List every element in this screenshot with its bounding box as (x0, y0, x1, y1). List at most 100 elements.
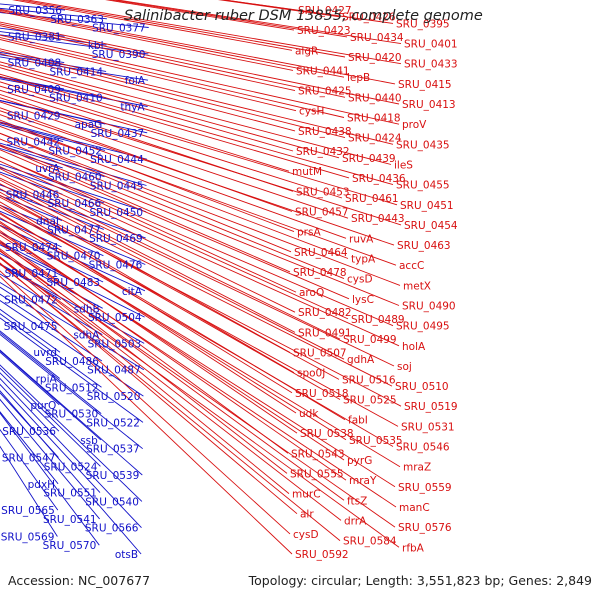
gene-label[interactable]: lepB (347, 72, 370, 84)
gene-label[interactable]: SRU_0438 (298, 126, 352, 138)
gene-label[interactable]: SRU_0531 (401, 421, 455, 433)
gene-label[interactable]: soj (397, 361, 412, 373)
gene-label[interactable]: SRU_0460 (48, 172, 102, 184)
gene-label[interactable]: SRU_0541 (43, 514, 97, 526)
gene-label[interactable]: SRU_0592 (295, 549, 349, 561)
gene-label[interactable]: SRU_0433 (404, 59, 458, 71)
gene-label[interactable]: uvrd (33, 347, 57, 359)
gene-label[interactable]: SRU_0415 (398, 79, 452, 91)
gene-label[interactable]: SRU_0425 (298, 86, 352, 98)
gene-label[interactable]: SRU_0539 (86, 470, 140, 482)
gene-label[interactable]: SRU_0470 (47, 251, 101, 263)
gene-label[interactable]: otsB (115, 549, 138, 561)
gene-label[interactable]: SRU_0436 (352, 173, 406, 185)
gene-label[interactable]: SRU_0471 (5, 268, 59, 280)
gene-label[interactable]: SRU_0363 (50, 14, 104, 26)
gene-label[interactable]: SRU_0490 (402, 301, 456, 313)
gene-label[interactable]: mraZ (403, 462, 431, 474)
gene-label[interactable]: SRU_0538 (300, 428, 354, 440)
gene-label[interactable]: dnaJ (36, 216, 59, 228)
gene-label[interactable]: SRU_0576 (398, 522, 452, 534)
gene-label[interactable]: SRU_0414 (49, 66, 103, 78)
gene-label[interactable]: ssb (80, 435, 98, 447)
gene-label[interactable]: SRU_0569 (1, 532, 55, 544)
gene-label[interactable]: proV (402, 119, 427, 131)
gene-label[interactable]: mraY (349, 475, 377, 487)
gene-label[interactable]: SRU_0442 (6, 137, 60, 149)
gene-label[interactable]: SRU_0483 (46, 277, 100, 289)
gene-label[interactable]: SRU_0441 (296, 65, 350, 77)
gene-label[interactable]: purQ (30, 400, 56, 412)
gene-label[interactable]: ftsZ (347, 495, 367, 507)
gene-label[interactable]: cysH (299, 106, 324, 118)
gene-label[interactable]: SRU_0432 (296, 146, 350, 158)
gene-label[interactable]: mutM (292, 166, 322, 178)
gene-label[interactable]: SRU_0487 (87, 365, 141, 377)
gene-label[interactable]: SRU_0491 (298, 327, 352, 339)
gene-label[interactable]: rfbA (402, 542, 425, 554)
gene-label[interactable]: SRU_0437 (91, 128, 145, 140)
gene-label[interactable]: murC (292, 489, 321, 501)
gene-label[interactable]: SRU_0475 (4, 321, 58, 333)
gene-label[interactable]: SRU_0566 (85, 523, 139, 535)
gene-label[interactable]: SRU_0520 (87, 391, 141, 403)
gene-label[interactable]: cysD (347, 274, 373, 286)
gene-label[interactable]: thyA (120, 102, 145, 114)
gene-label[interactable]: fabI (348, 415, 368, 427)
gene-label[interactable]: SRU_0424 (348, 133, 402, 145)
gene-label[interactable]: citA (122, 286, 143, 298)
gene-label[interactable]: SRU_0565 (1, 505, 55, 517)
gene-label[interactable]: SRU_0536 (2, 426, 56, 438)
gene-label[interactable]: SRU_0472 (4, 295, 58, 307)
gene-label[interactable]: SRU_0570 (43, 540, 97, 552)
gene-label[interactable]: SRU_0524 (44, 461, 98, 473)
gene-label[interactable]: SRU_0476 (89, 260, 143, 272)
gene-label[interactable]: SRU_0423 (297, 25, 351, 37)
gene-label[interactable]: SRU_0522 (86, 417, 140, 429)
gene-label[interactable]: SRU_0356 (8, 5, 62, 17)
gene-label[interactable]: SRU_0401 (404, 39, 458, 51)
gene-label[interactable]: SRU_0410 (49, 93, 103, 105)
gene-label[interactable]: SRU_0519 (404, 401, 458, 413)
gene-label[interactable]: SRU_0444 (90, 154, 144, 166)
gene-label[interactable]: algR (295, 45, 318, 57)
gene-label[interactable]: accC (399, 260, 424, 272)
gene-label[interactable]: pdxH (28, 479, 55, 491)
gene-label[interactable]: SRU_0537 (86, 444, 140, 456)
gene-label[interactable]: SRU_0420 (348, 52, 402, 64)
gene-label[interactable]: SRU_0584 (343, 536, 397, 548)
gene-label[interactable]: SRU_0443 (351, 213, 405, 225)
gene-label[interactable]: SRU_0516 (342, 374, 396, 386)
gene-label[interactable]: spo0J (297, 368, 325, 380)
gene-label[interactable]: SRU_0445 (90, 181, 144, 193)
gene-label[interactable]: SRU_0486 (45, 356, 99, 368)
gene-label[interactable]: SRU_0452 (48, 145, 102, 157)
gene-label[interactable]: SRU_0446 (6, 189, 60, 201)
gene-label[interactable]: SRU_0435 (396, 139, 450, 151)
gene-label[interactable]: SRU_0495 (396, 321, 450, 333)
gene-label[interactable]: SRU_0512 (45, 382, 99, 394)
gene-label[interactable]: SRU_0426 (342, 12, 396, 24)
gene-label[interactable]: SRU_0499 (343, 334, 397, 346)
gene-label[interactable]: SRU_0463 (397, 240, 451, 252)
gene-label[interactable]: SRU_0450 (89, 207, 143, 219)
gene-label[interactable]: typA (351, 254, 376, 266)
gene-label[interactable]: SRU_0439 (342, 153, 396, 165)
gene-label[interactable]: drrA (344, 515, 367, 527)
gene-label[interactable]: aroQ (299, 287, 324, 299)
gene-label[interactable]: SRU_0504 (88, 312, 142, 324)
gene-label[interactable]: SRU_0418 (347, 113, 401, 125)
gene-label[interactable]: SRU_0510 (395, 381, 449, 393)
gene-label[interactable]: SRU_0408 (8, 58, 62, 70)
gene-label[interactable]: apaG (75, 119, 103, 131)
gene-label[interactable]: SRU_0469 (89, 233, 143, 245)
gene-label[interactable]: gdhA (347, 354, 375, 366)
gene-label[interactable]: SRU_0455 (396, 180, 450, 192)
gene-label[interactable]: SRU_0464 (294, 247, 348, 259)
gene-label[interactable]: pyrG (347, 455, 372, 467)
gene-label[interactable]: SRU_0477 (47, 224, 101, 236)
gene-label[interactable]: alr (300, 509, 314, 521)
gene-label[interactable]: SRU_0518 (295, 388, 349, 400)
gene-label[interactable]: SRU_0409 (7, 84, 61, 96)
gene-label[interactable]: SRU_0434 (350, 32, 404, 44)
